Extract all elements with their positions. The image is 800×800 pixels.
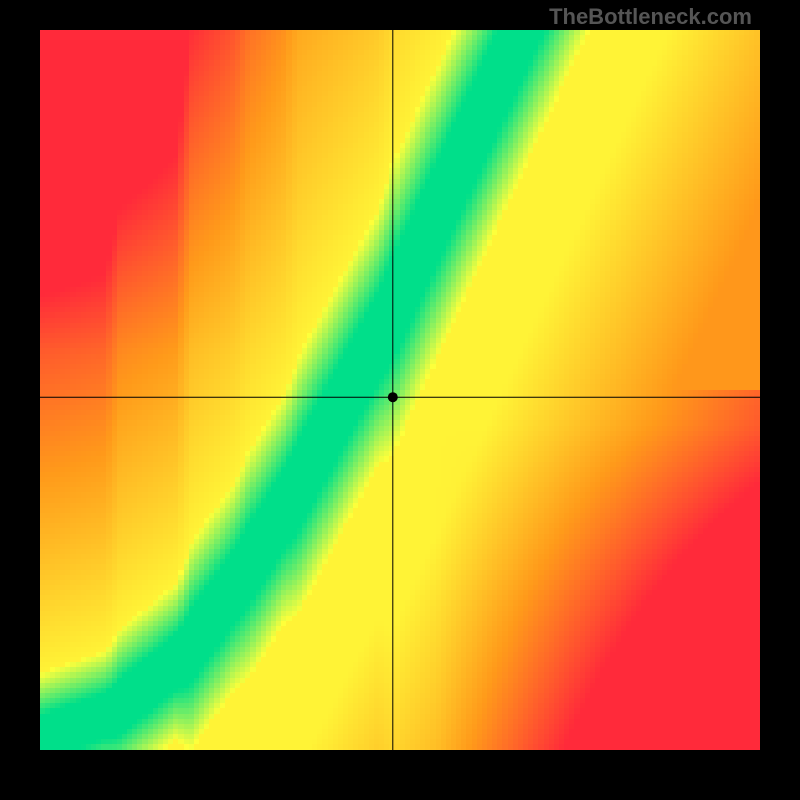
chart-container: TheBottleneck.com xyxy=(0,0,800,800)
watermark-text: TheBottleneck.com xyxy=(549,4,752,30)
plot-area xyxy=(40,30,760,750)
heatmap-canvas xyxy=(40,30,760,750)
